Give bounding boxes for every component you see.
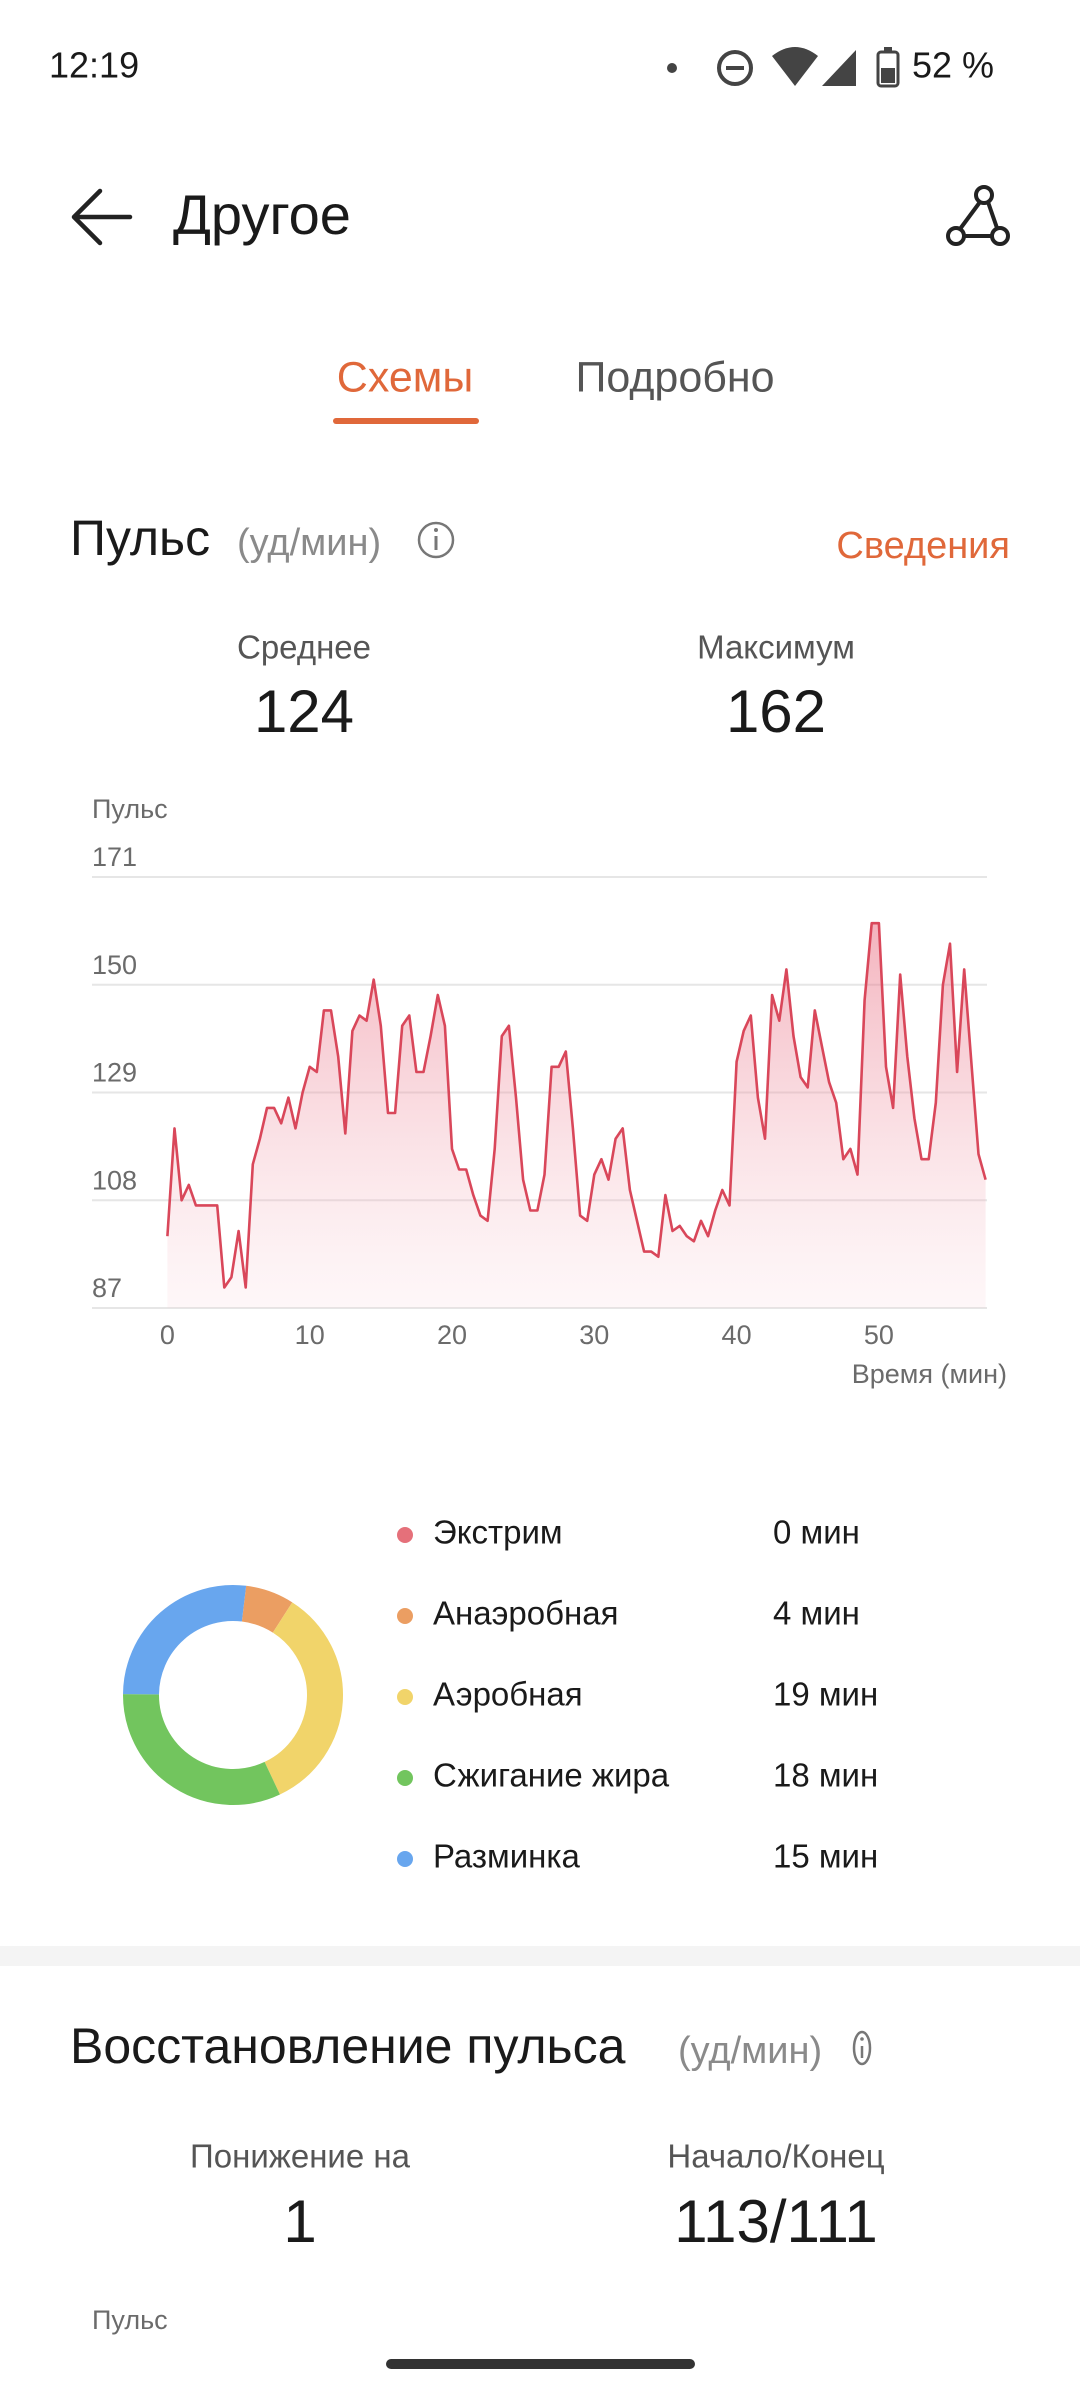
y-tick-label: 108 xyxy=(92,1165,137,1195)
x-tick-label: 30 xyxy=(579,1320,609,1350)
line xyxy=(166,921,987,1289)
legend-dot xyxy=(397,1689,413,1705)
share-button[interactable] xyxy=(946,185,1010,246)
notification-dot xyxy=(667,63,677,73)
legend-dot xyxy=(397,1770,413,1786)
area xyxy=(167,923,986,1308)
x-tick-label: 0 xyxy=(160,1320,175,1350)
section-unit: (уд/мин) xyxy=(678,2030,822,2072)
x-tick-label: 50 xyxy=(864,1320,894,1350)
legend-dot xyxy=(397,1608,413,1624)
tab[interactable]: Подробно xyxy=(575,353,774,401)
x-tick-label: 40 xyxy=(722,1320,752,1350)
tab-indicator xyxy=(333,418,479,424)
stat-label: Максимум xyxy=(697,629,855,666)
tab-active[interactable]: Схемы xyxy=(337,353,473,401)
battery-level: 52 % xyxy=(912,45,994,86)
legend-label: Анаэробная xyxy=(433,1595,618,1632)
section-title: Восстановление пульса xyxy=(70,2018,626,2074)
legend-label: Экстрим xyxy=(433,1514,563,1551)
stat-value: 162 xyxy=(726,678,826,745)
legend-label: Аэробная xyxy=(433,1676,583,1713)
legend-value: 0 мин xyxy=(773,1514,860,1551)
wifi-icon xyxy=(772,47,818,86)
stat-label: Среднее xyxy=(237,629,371,666)
x-tick-label: 20 xyxy=(437,1320,467,1350)
details-link[interactable]: Сведения xyxy=(836,525,1010,567)
donut-segment xyxy=(123,1585,247,1696)
info-icon[interactable] xyxy=(852,2030,872,2066)
dnd-icon xyxy=(717,50,753,86)
legend-label: Сжигание жира xyxy=(433,1757,670,1794)
header-title: Другое xyxy=(173,183,351,246)
pulse-chart: Пульс Время (мин) 87 108 129 150 171 0 10 20 30 4… xyxy=(92,794,1007,1389)
signal-icon xyxy=(822,50,856,86)
legend-value: 15 мин xyxy=(773,1838,878,1875)
y-tick-label: 87 xyxy=(92,1273,122,1303)
legend-label: Разминка xyxy=(433,1838,581,1875)
status-time: 12:19 xyxy=(49,45,139,86)
zone-chart: Экстрим 0 мин Анаэробная 4 мин Аэробная 19 ми… xyxy=(122,1514,878,1875)
legend-value: 18 мин xyxy=(773,1757,878,1794)
section-unit: (уд/мин) xyxy=(237,522,381,564)
y-axis-label: Пульс xyxy=(92,2305,168,2335)
section-title: Пульс xyxy=(70,510,210,566)
donut-segment xyxy=(264,1602,343,1795)
donut-segment xyxy=(122,1693,280,1805)
home-indicator xyxy=(386,2359,695,2369)
info-icon[interactable] xyxy=(417,521,455,559)
stat-value: 113/111 xyxy=(674,2188,878,2255)
legend-value: 4 мин xyxy=(773,1595,860,1632)
y-tick-label: 129 xyxy=(92,1058,137,1088)
y-axis-label: Пульс xyxy=(92,794,168,824)
section-divider xyxy=(0,1946,1080,1966)
y-tick-label: 171 xyxy=(92,842,137,872)
donut-segment xyxy=(241,1585,293,1633)
legend-dot xyxy=(397,1527,413,1543)
legend-dot xyxy=(397,1851,413,1867)
y-tick-label: 150 xyxy=(92,950,137,980)
x-axis-label: Время (мин) xyxy=(852,1359,1007,1389)
back-button[interactable] xyxy=(71,188,133,246)
stat-label: Начало/Конец xyxy=(667,2138,884,2175)
stat-label: Понижение на xyxy=(190,2138,411,2175)
x-tick-label: 10 xyxy=(295,1320,325,1350)
legend-value: 19 мин xyxy=(773,1676,878,1713)
stat-value: 1 xyxy=(283,2188,316,2255)
stat-value: 124 xyxy=(254,678,354,745)
battery-icon xyxy=(876,47,900,88)
